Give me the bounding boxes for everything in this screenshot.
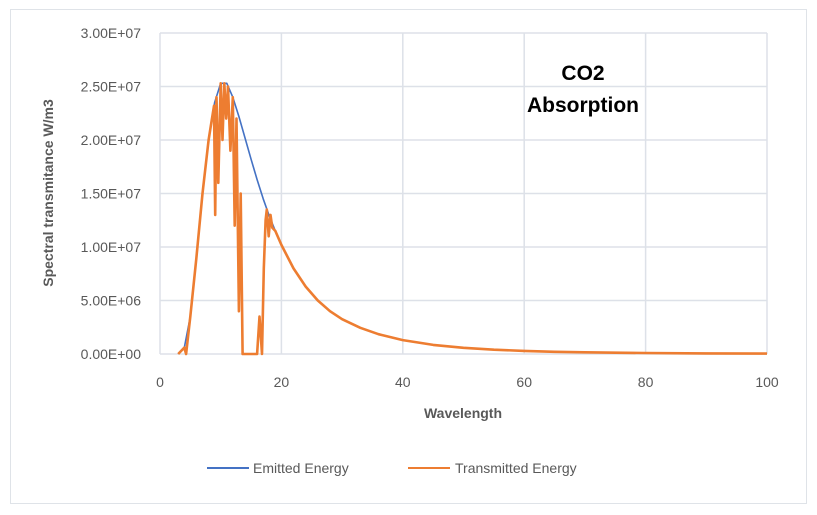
x-tick-label: 80 [638,374,654,390]
legend-label-transmitted: Transmitted Energy [455,460,577,476]
annotation-line-2: Absorption [527,94,639,117]
x-axis-title: Wavelength [424,405,502,421]
y-tick-label: 3.00E+07 [81,25,142,41]
legend-label-emitted: Emitted Energy [253,460,349,476]
y-axis-title: Spectral transmitance W/m3 [40,99,56,287]
chart-frame [10,9,807,504]
y-tick-label: 2.50E+07 [81,79,142,95]
x-tick-label: 100 [755,374,779,390]
x-tick-label: 60 [516,374,532,390]
series-layer [177,82,768,356]
y-axis-ticks: 0.00E+00 5.00E+06 1.00E+07 1.50E+07 2.00E+07… [81,25,142,362]
y-tick-label: 1.00E+07 [81,239,142,255]
y-tick-label: 2.00E+07 [81,132,142,148]
x-tick-label: 0 [156,374,164,390]
y-tick-label: 1.50E+07 [81,186,142,202]
y-tick-label: 0.00E+00 [81,346,142,362]
legend: Emitted Energy Transmitted Energy [207,460,577,476]
series-line-transmitted-energy [177,82,768,356]
x-axis-ticks: 0 20 40 60 80 100 [156,374,779,390]
annotation-line-1: CO2 [561,62,604,85]
x-tick-label: 40 [395,374,411,390]
y-tick-label: 5.00E+06 [81,293,142,309]
gridlines [159,32,768,355]
x-tick-label: 20 [274,374,290,390]
